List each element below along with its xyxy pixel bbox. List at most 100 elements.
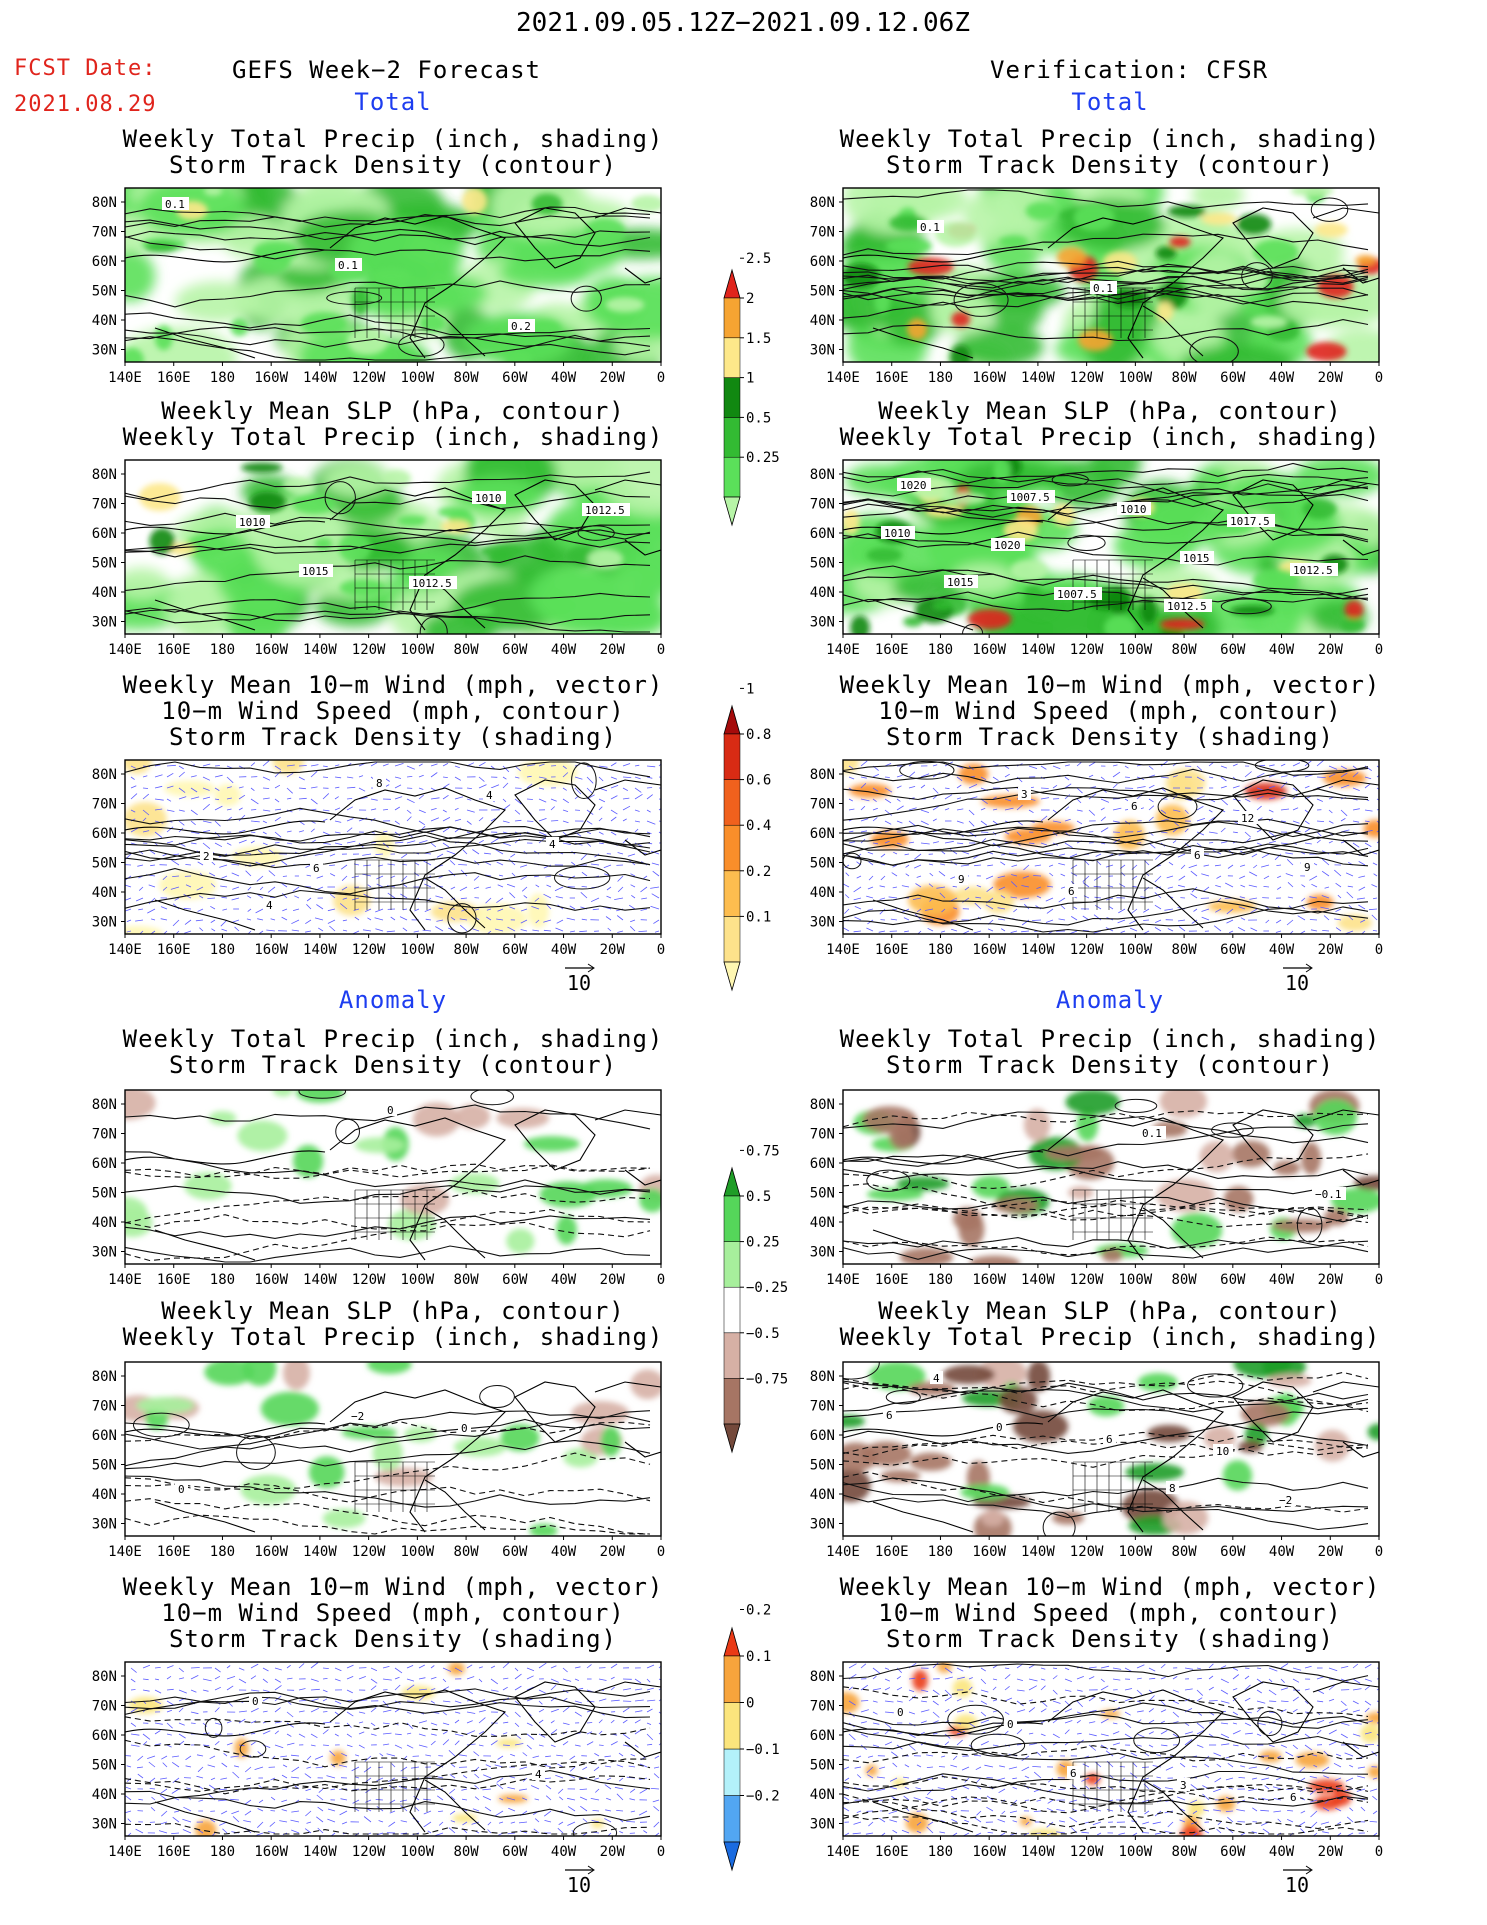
lat-label: 50N bbox=[810, 1186, 835, 1202]
lat-label: 40N bbox=[92, 313, 117, 329]
contour-label: 0 bbox=[897, 1706, 904, 1719]
colorbar-label: −0.75 bbox=[746, 1371, 788, 1387]
lon-label: 140E bbox=[108, 1544, 142, 1560]
lon-label: 0 bbox=[657, 370, 665, 386]
colorbar-swatch bbox=[723, 1241, 741, 1288]
lon-label: 80W bbox=[1171, 1844, 1197, 1860]
panel-title-cfsr-slp-precip: Weekly Mean SLP (hPa, contour) Weekly Tot… bbox=[839, 397, 1381, 451]
lon-label: 140W bbox=[1021, 642, 1055, 658]
lon-label: 160E bbox=[875, 942, 909, 958]
contour-label: 0.2 bbox=[511, 320, 531, 333]
lat-label: 60N bbox=[810, 826, 835, 842]
contour-label: 1020 bbox=[900, 479, 927, 492]
lon-label: 100W bbox=[1119, 1844, 1153, 1860]
lon-label: 80W bbox=[1171, 642, 1197, 658]
lat-label: 50N bbox=[810, 1758, 835, 1774]
lon-label: 80W bbox=[453, 642, 479, 658]
lon-label: 160W bbox=[972, 1844, 1006, 1860]
contour-label: 3 bbox=[1180, 1779, 1187, 1792]
contour-label: 0 bbox=[461, 1422, 468, 1435]
lon-label: 80W bbox=[453, 1272, 479, 1288]
contour-label: 1010 bbox=[1120, 503, 1147, 516]
panel-title-gefs-anom-slp-precip: Weekly Mean SLP (hPa, contour) Weekly Tot… bbox=[122, 1297, 664, 1351]
colorbar-swatch bbox=[723, 733, 741, 780]
lat-label: 30N bbox=[810, 615, 835, 631]
lon-label: 160W bbox=[972, 642, 1006, 658]
lon-label: 40W bbox=[551, 1844, 577, 1860]
lat-label: 60N bbox=[92, 254, 117, 270]
lon-label: 100W bbox=[401, 1844, 435, 1860]
lon-label: 140E bbox=[826, 370, 860, 386]
lon-label: 180 bbox=[928, 370, 953, 386]
forecast-column-title: GEFS Week−2 Forecast bbox=[232, 56, 541, 84]
lon-label: 100W bbox=[1119, 1544, 1153, 1560]
lon-label: 120W bbox=[1070, 370, 1104, 386]
lon-label: 140W bbox=[303, 642, 337, 658]
lat-label: 80N bbox=[810, 467, 835, 483]
colorbar-swatch bbox=[723, 1378, 741, 1425]
lat-label: 60N bbox=[92, 1728, 117, 1744]
colorbar-label: 0.1 bbox=[746, 1649, 771, 1665]
lat-label: 50N bbox=[92, 284, 117, 300]
contour-label: 0.1 bbox=[165, 198, 185, 211]
lat-label: 60N bbox=[92, 826, 117, 842]
lon-label: 180 bbox=[928, 942, 953, 958]
colorbar-label: 0.6 bbox=[746, 773, 771, 789]
panel-title-gefs-slp-precip: Weekly Mean SLP (hPa, contour) Weekly Tot… bbox=[122, 397, 664, 451]
colorbar-label: 0.75 bbox=[746, 1143, 780, 1159]
lon-label: 140W bbox=[1021, 1544, 1055, 1560]
panel-title-cfsr-anom-slp-precip: Weekly Mean SLP (hPa, contour) Weekly Tot… bbox=[839, 1297, 1381, 1351]
contour-label: 6 bbox=[1070, 1767, 1077, 1780]
lon-label: 120W bbox=[352, 642, 386, 658]
lon-label: 20W bbox=[1318, 1272, 1344, 1288]
lat-label: 30N bbox=[92, 915, 117, 931]
lon-label: 160E bbox=[875, 1544, 909, 1560]
lon-label: 140E bbox=[108, 942, 142, 958]
colorbar-label: 0.2 bbox=[746, 1603, 771, 1619]
lat-label: 40N bbox=[92, 1487, 117, 1503]
lon-label: 140W bbox=[1021, 370, 1055, 386]
lat-label: 50N bbox=[810, 1458, 835, 1474]
colorbar-swatch bbox=[723, 870, 741, 917]
panel-title-cfsr-anom-wind-track: Weekly Mean 10−m Wind (mph, vector) 10−m … bbox=[839, 1573, 1381, 1653]
map-panel-cfsr-anom-slp: 10 4 6 −2 0 8 6 80N 70N 60N 50N 40N 30N 140E 160E 180 16… bbox=[810, 1361, 1383, 1560]
lat-label: 40N bbox=[810, 1787, 835, 1803]
lon-label: 40W bbox=[551, 1272, 577, 1288]
lat-label: 40N bbox=[810, 885, 835, 901]
lat-label: 70N bbox=[92, 1699, 117, 1715]
contour-label: 0.1 bbox=[1093, 282, 1113, 295]
lon-label: 40W bbox=[1269, 1844, 1295, 1860]
panel-title-gefs-precip-track: Weekly Total Precip (inch, shading) Storm… bbox=[122, 125, 664, 179]
lon-label: 140W bbox=[303, 1272, 337, 1288]
lon-label: 20W bbox=[600, 642, 626, 658]
contour-label: 0 bbox=[252, 1695, 259, 1708]
lat-label: 60N bbox=[810, 1728, 835, 1744]
vector-reference-label: 10 bbox=[567, 1873, 591, 1897]
map-panel-cfsr-wind-track: 6 12 9 6 9 3 6 80N 70N 60N 50N 40N 30N 140E 160E 180 160… bbox=[810, 759, 1383, 995]
lon-label: 20W bbox=[1318, 642, 1344, 658]
panel-title-gefs-anom-precip-track: Weekly Total Precip (inch, shading) Storm… bbox=[122, 1025, 664, 1079]
lat-label: 80N bbox=[92, 467, 117, 483]
lon-label: 140W bbox=[303, 942, 337, 958]
contour-label: 0.1 bbox=[338, 259, 358, 272]
lon-label: 40W bbox=[551, 942, 577, 958]
lon-label: 40W bbox=[1269, 942, 1295, 958]
lon-label: 0 bbox=[657, 1272, 665, 1288]
contour-label: 0.1 bbox=[1142, 1127, 1162, 1140]
lon-label: 100W bbox=[1119, 370, 1153, 386]
lat-label: 40N bbox=[810, 585, 835, 601]
lat-label: 30N bbox=[92, 1817, 117, 1833]
fcst-date-value: 2021.08.29 bbox=[14, 92, 157, 117]
colorbar-swatch bbox=[723, 1195, 741, 1242]
lon-label: 160W bbox=[254, 642, 288, 658]
lat-label: 50N bbox=[92, 1186, 117, 1202]
lat-label: 50N bbox=[810, 856, 835, 872]
lon-label: 140E bbox=[108, 1844, 142, 1860]
contour-label: 1012.5 bbox=[585, 504, 625, 517]
colorbar-swatch bbox=[723, 1286, 741, 1334]
contour-label: 1007.5 bbox=[1057, 588, 1097, 601]
contour-label: 4 bbox=[933, 1372, 940, 1385]
colorbar-precip-anomaly: −0.75 −0.5 −0.25 0.25 0.5 0.75 bbox=[723, 1143, 788, 1454]
contour-label: 6 bbox=[1106, 1433, 1113, 1446]
colorbar-swatch bbox=[723, 268, 741, 299]
